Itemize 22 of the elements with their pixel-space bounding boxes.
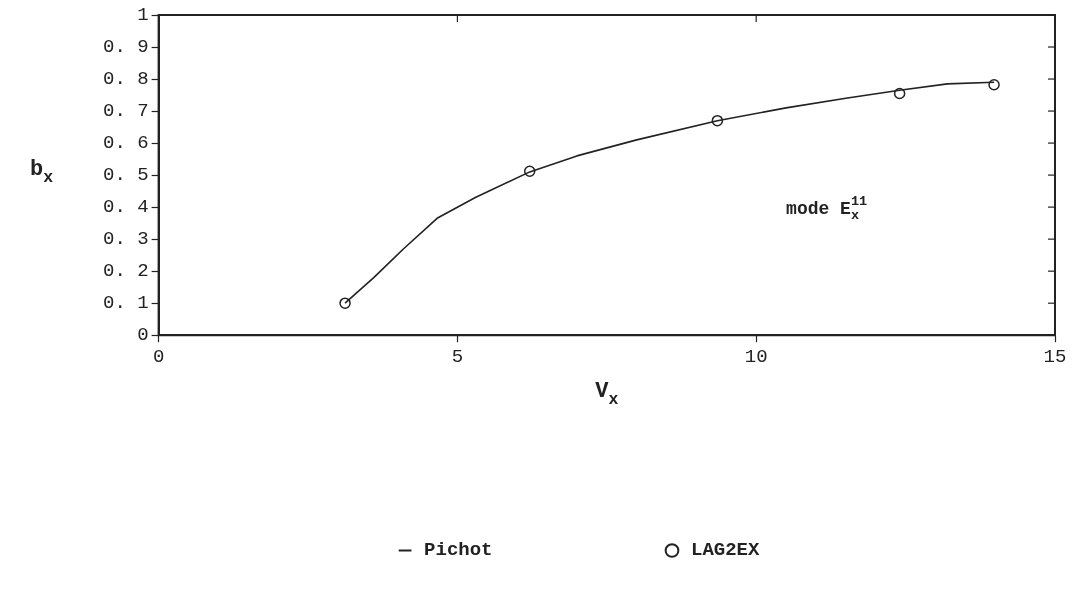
y-tick-label: 0. 8: [103, 68, 149, 91]
point: [711, 114, 724, 127]
point: [339, 297, 351, 309]
point: [893, 87, 906, 100]
y-tick-label: 0. 5: [103, 164, 149, 187]
y-tick-label: 0. 1: [103, 292, 149, 315]
legend-label: Pichot: [424, 539, 493, 562]
legend-label: LAG2EX: [691, 539, 761, 562]
y-tick-label: 0. 9: [103, 36, 149, 59]
x-tick-label: 15: [1043, 345, 1067, 368]
y-tick-label: 0. 2: [103, 260, 149, 283]
x-tick-label: 10: [744, 345, 768, 368]
x-tick-label: 5: [451, 345, 464, 368]
point: [988, 79, 1000, 91]
y-tick-label: 0. 3: [103, 228, 149, 251]
point: [523, 165, 536, 178]
x-tick-label: 0: [152, 345, 165, 368]
y-tick-label: 0: [137, 324, 149, 347]
y-tick-label: 1: [137, 4, 149, 27]
y-tick-label: 0. 7: [103, 100, 149, 123]
y-tick-label: 0. 4: [103, 196, 149, 219]
y-tick-label: 0. 6: [103, 132, 149, 155]
